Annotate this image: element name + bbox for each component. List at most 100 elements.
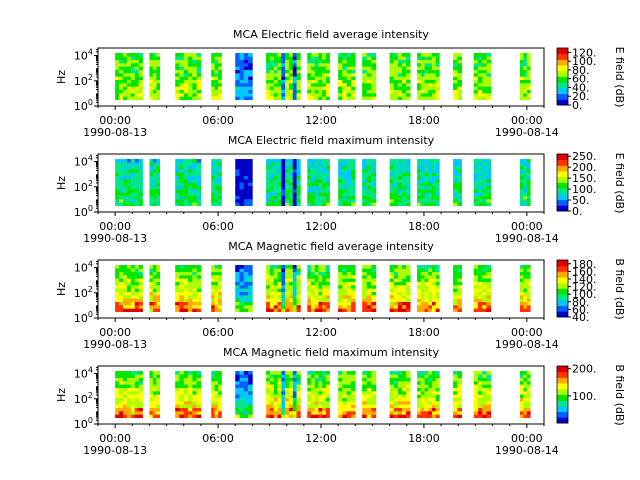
- heatmap-cell: [134, 79, 139, 84]
- heatmap-cell: [239, 189, 245, 193]
- heatmap-cell: [134, 189, 139, 193]
- heatmap-cell: [192, 189, 197, 193]
- heatmap-cell: [152, 377, 157, 382]
- heatmap-cell: [179, 404, 185, 408]
- colorbar-label: B field (dB): [613, 258, 626, 319]
- heatmap-cell: [266, 73, 271, 77]
- heatmap-cell: [243, 281, 249, 286]
- heatmap-cell: [325, 271, 330, 276]
- heatmap-cell: [362, 66, 368, 70]
- heatmap-cell: [123, 285, 128, 289]
- y-tick-base: 10: [74, 100, 88, 113]
- heatmap-cell: [314, 394, 319, 398]
- heatmap-cell: [152, 374, 157, 379]
- heatmap-cell: [482, 394, 487, 398]
- heatmap-cell: [138, 96, 143, 100]
- heatmap-cell: [239, 79, 245, 84]
- heatmap-cell: [473, 281, 479, 286]
- heatmap-cell: [188, 83, 193, 87]
- heatmap-cell: [325, 165, 330, 170]
- heatmap-cell: [296, 414, 301, 418]
- heatmap-cell: [482, 275, 487, 279]
- heatmap-cell: [281, 73, 286, 77]
- heatmap-cell: [296, 397, 301, 402]
- heatmap-cell: [149, 397, 154, 402]
- heatmap-cell: [428, 305, 433, 309]
- colorbar-swatch: [557, 418, 568, 421]
- heatmap-cell: [435, 53, 440, 57]
- heatmap-cell: [371, 387, 377, 392]
- heatmap-cell: [130, 179, 136, 183]
- colorbar-swatch: [557, 385, 568, 388]
- heatmap-cell: [401, 371, 407, 375]
- heatmap-cell: [156, 381, 161, 385]
- heatmap-cell: [243, 59, 249, 64]
- heatmap-cell: [371, 308, 377, 312]
- heatmap-cell: [477, 387, 483, 392]
- heatmap-cell: [362, 404, 368, 408]
- heatmap-cell: [248, 298, 253, 302]
- heatmap-cell: [179, 381, 185, 385]
- heatmap-cell: [218, 189, 222, 193]
- heatmap-cell: [486, 281, 492, 286]
- heatmap-cell: [214, 169, 219, 173]
- heatmap-cell: [273, 159, 278, 163]
- heatmap-cell: [130, 63, 136, 67]
- heatmap-cell: [138, 397, 143, 402]
- heatmap-cell: [523, 387, 528, 392]
- heatmap-cell: [281, 301, 286, 306]
- heatmap-cell: [211, 202, 215, 206]
- heatmap-cell: [346, 202, 352, 206]
- colorbar-swatch: [557, 191, 568, 193]
- heatmap-cell: [149, 73, 154, 77]
- heatmap-cell: [130, 278, 136, 282]
- heatmap-cell: [273, 387, 278, 392]
- colorbar: 40.60.80.100.120.140.160.180. B field (dB…: [556, 258, 626, 324]
- heatmap-cell: [307, 268, 312, 273]
- heatmap-cell: [431, 165, 436, 170]
- heatmap-cell: [486, 69, 492, 74]
- heatmap-cell: [417, 195, 422, 200]
- heatmap-cell: [149, 59, 154, 64]
- heatmap-cell: [314, 165, 319, 170]
- heatmap-cell: [389, 179, 395, 183]
- heatmap-cell: [362, 407, 368, 412]
- heatmap-cell: [310, 275, 316, 279]
- heatmap-cell: [307, 83, 312, 87]
- y-tick-exponent: 2: [88, 391, 93, 400]
- heatmap-cell: [371, 305, 377, 309]
- heatmap-cell: [338, 285, 343, 289]
- heatmap-cell: [218, 401, 222, 405]
- heatmap-cell: [134, 93, 139, 97]
- heatmap-cell: [342, 93, 348, 97]
- heatmap-cell: [179, 165, 185, 170]
- heatmap-cell: [296, 278, 301, 282]
- heatmap-cell: [269, 165, 275, 170]
- heatmap-cell: [175, 96, 180, 100]
- heatmap-cell: [239, 182, 245, 186]
- heatmap-cell: [325, 298, 330, 302]
- heatmap-cell: [126, 387, 132, 392]
- heatmap-cell: [156, 404, 161, 408]
- heatmap-cell: [134, 305, 139, 309]
- heatmap-cell: [292, 79, 297, 84]
- y-tick-label: 104: [74, 48, 93, 63]
- heatmap-cell: [482, 59, 487, 64]
- heatmap-cell: [486, 172, 492, 176]
- heatmap-cell: [473, 96, 479, 100]
- heatmap-cell: [239, 202, 245, 206]
- heatmap-cell: [523, 394, 528, 398]
- heatmap-cell: [196, 401, 202, 405]
- heatmap-cell: [130, 162, 136, 167]
- heatmap-cell: [526, 268, 531, 273]
- heatmap-cell: [218, 165, 222, 170]
- heatmap-cell: [214, 374, 219, 379]
- heatmap-cell: [296, 271, 301, 276]
- heatmap-cell: [318, 397, 323, 402]
- heatmap-cell: [457, 79, 462, 84]
- heatmap-cell: [417, 59, 422, 64]
- heatmap-cell: [406, 268, 411, 273]
- heatmap-cell: [188, 202, 193, 206]
- heatmap-cell: [218, 66, 222, 70]
- heatmap-cell: [406, 381, 411, 385]
